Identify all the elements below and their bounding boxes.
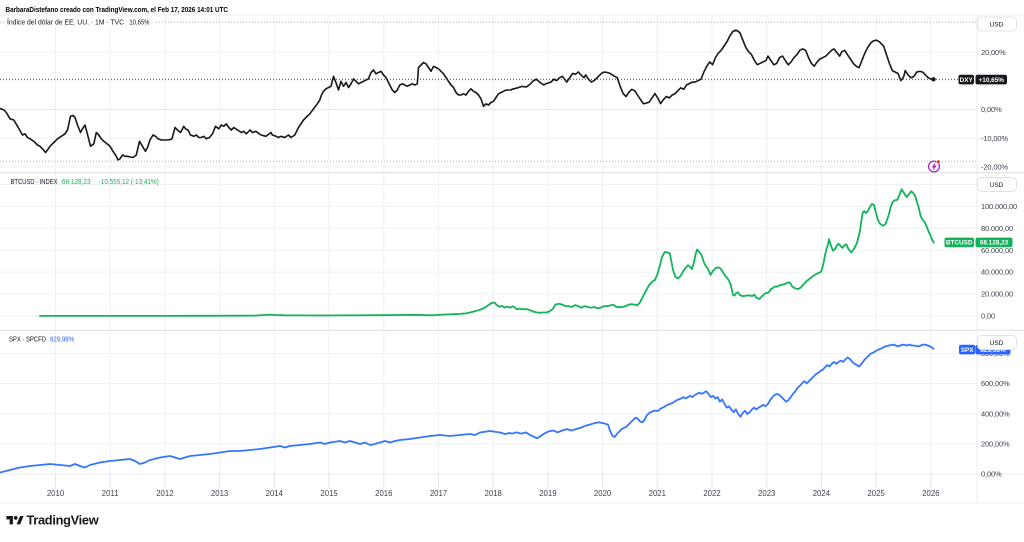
- svg-text:2012: 2012: [156, 489, 173, 498]
- svg-text:600,00%: 600,00%: [981, 379, 1010, 388]
- svg-text:2011: 2011: [102, 489, 119, 498]
- svg-text:20,00%: 20,00%: [981, 48, 1006, 57]
- svg-text:USD: USD: [990, 182, 1004, 189]
- svg-text:0,00: 0,00: [981, 312, 995, 321]
- svg-text:USD: USD: [990, 21, 1004, 28]
- svg-text:BarbaraDistefano creado con Tr: BarbaraDistefano creado con TradingView.…: [6, 5, 229, 14]
- svg-text:2024: 2024: [813, 489, 831, 498]
- svg-text:400,00%: 400,00%: [981, 409, 1010, 418]
- svg-text:-10.555,12 (-13,41%): -10.555,12 (-13,41%): [99, 179, 159, 186]
- svg-text:2010: 2010: [47, 489, 65, 498]
- svg-text:829,98%: 829,98%: [50, 336, 74, 343]
- svg-text:80.000,00: 80.000,00: [981, 224, 1013, 233]
- svg-text:0,00%: 0,00%: [981, 470, 1002, 479]
- svg-text:TradingView: TradingView: [27, 513, 99, 528]
- svg-text:20.000,00: 20.000,00: [981, 290, 1013, 299]
- svg-text:200,00%: 200,00%: [981, 439, 1010, 448]
- svg-text:-20,00%: -20,00%: [981, 162, 1008, 171]
- svg-text:2020: 2020: [594, 489, 612, 498]
- svg-text:2021: 2021: [649, 489, 666, 498]
- svg-text:68.128,23: 68.128,23: [62, 179, 91, 186]
- svg-text:Índice del dólar de EE. UU. ·: Índice del dólar de EE. UU. · 1M · TVC: [7, 18, 124, 27]
- svg-text:USD: USD: [990, 340, 1004, 347]
- svg-text:SPX · SPCFD: SPX · SPCFD: [9, 336, 46, 343]
- svg-text:2019: 2019: [539, 489, 556, 498]
- svg-text:2023: 2023: [758, 489, 775, 498]
- svg-text:BTCUSD: BTCUSD: [946, 240, 973, 247]
- svg-text:2014: 2014: [266, 489, 284, 498]
- svg-text:40.000,00: 40.000,00: [981, 268, 1013, 277]
- svg-text:68.128,23: 68.128,23: [980, 240, 1009, 247]
- svg-text:10,65%: 10,65%: [129, 20, 149, 27]
- svg-text:2018: 2018: [485, 489, 502, 498]
- svg-text:0,00%: 0,00%: [981, 105, 1002, 114]
- svg-text:2022: 2022: [703, 489, 720, 498]
- svg-text:2013: 2013: [211, 489, 228, 498]
- svg-text:829,98%: 829,98%: [980, 347, 1006, 354]
- svg-text:DXY: DXY: [960, 77, 974, 84]
- svg-text:60.000,00: 60.000,00: [981, 246, 1013, 255]
- svg-text:SPX: SPX: [961, 347, 975, 354]
- svg-text:-10,00%: -10,00%: [981, 134, 1008, 143]
- svg-text:2016: 2016: [375, 489, 392, 498]
- svg-text:2026: 2026: [922, 489, 939, 498]
- svg-text:2025: 2025: [867, 489, 885, 498]
- svg-text:100.000,00: 100.000,00: [981, 202, 1017, 211]
- svg-text:2015: 2015: [320, 489, 338, 498]
- svg-text:2017: 2017: [430, 489, 447, 498]
- svg-text:BTCUSD · INDEX: BTCUSD · INDEX: [11, 179, 58, 186]
- svg-text:+10,65%: +10,65%: [979, 77, 1005, 84]
